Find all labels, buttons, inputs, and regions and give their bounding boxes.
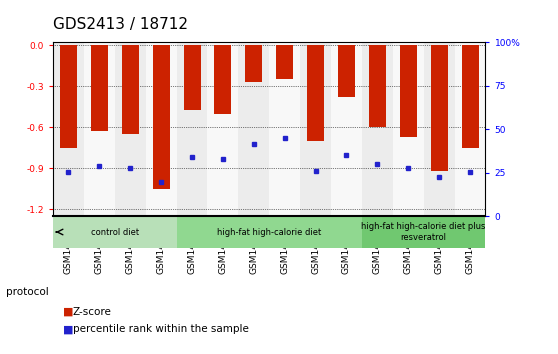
Bar [246,45,262,82]
Bar [362,216,485,248]
Bar [461,45,479,148]
Bar [176,216,362,248]
Text: high-fat high-calorie diet plus
resveratrol: high-fat high-calorie diet plus resverat… [362,222,486,242]
Text: percentile rank within the sample: percentile rank within the sample [73,324,248,334]
Bar [208,42,238,216]
Text: protocol: protocol [6,287,49,297]
Bar [369,45,386,127]
Bar [300,42,331,216]
Text: ■: ■ [63,324,74,334]
Bar [84,42,115,216]
Bar [153,45,170,189]
Bar [60,45,77,148]
Bar [115,42,146,216]
Bar [455,42,485,216]
Bar [276,45,293,79]
Bar [238,42,270,216]
Bar [431,45,448,171]
Bar [53,216,176,248]
Bar [400,45,417,137]
Text: Z-score: Z-score [73,307,112,316]
Bar [307,45,324,141]
Text: GDS2413 / 18712: GDS2413 / 18712 [53,17,188,32]
Bar [424,42,455,216]
Bar [362,42,393,216]
Text: control diet: control diet [91,228,139,236]
Bar [393,42,424,216]
Text: ■: ■ [63,307,74,316]
Text: high-fat high-calorie diet: high-fat high-calorie diet [217,228,321,236]
Bar [176,42,208,216]
Bar [53,42,84,216]
Bar [91,45,108,131]
Bar [338,45,355,97]
Bar [122,45,139,134]
Bar [214,45,232,114]
Bar [270,42,300,216]
Bar [331,42,362,216]
Bar [184,45,200,109]
Bar [146,42,176,216]
